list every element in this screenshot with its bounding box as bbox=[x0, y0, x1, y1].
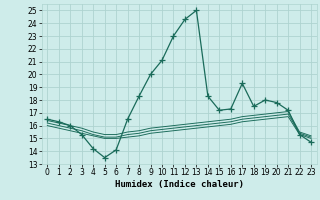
X-axis label: Humidex (Indice chaleur): Humidex (Indice chaleur) bbox=[115, 180, 244, 189]
